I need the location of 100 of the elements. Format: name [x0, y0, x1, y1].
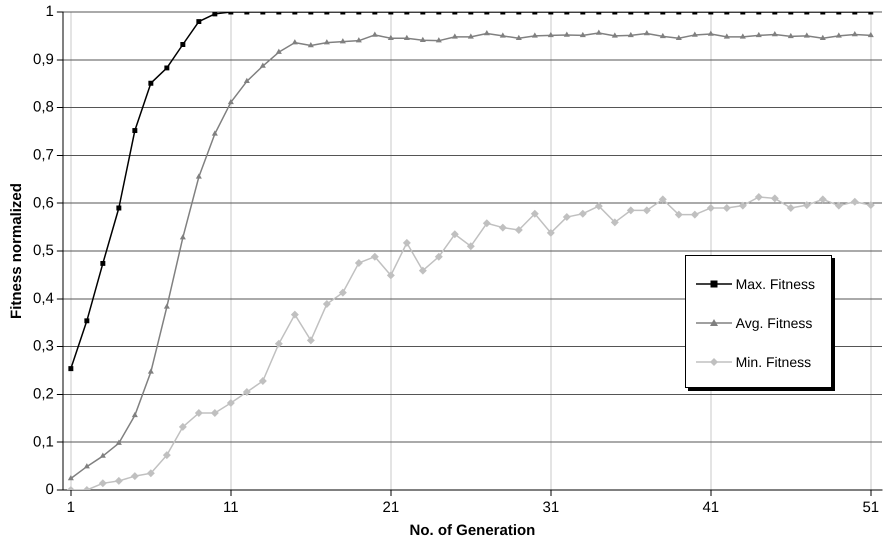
- point: [722, 204, 731, 212]
- point: [386, 271, 395, 280]
- point: [100, 452, 106, 458]
- point: [850, 198, 859, 206]
- point: [148, 368, 154, 374]
- point: [674, 210, 683, 219]
- point: [836, 32, 842, 38]
- point: [548, 32, 554, 38]
- point: [356, 37, 362, 42]
- point: [754, 192, 763, 201]
- point: [68, 475, 74, 480]
- y-axis-title: Fitness normalized: [8, 183, 26, 319]
- point: [642, 206, 651, 214]
- point: [196, 173, 202, 179]
- point: [340, 38, 346, 44]
- point: [596, 30, 602, 35]
- point: [322, 300, 331, 308]
- legend-label: Max. Fitness: [736, 276, 815, 292]
- point: [610, 218, 619, 226]
- y-tick-label: 0,9: [32, 50, 54, 68]
- point: [276, 48, 282, 54]
- y-tick-label: 0,8: [32, 98, 54, 116]
- point: [196, 19, 202, 24]
- point: [402, 238, 411, 247]
- y-tick-label: 0,4: [32, 290, 54, 307]
- point: [818, 195, 827, 204]
- point: [434, 252, 443, 261]
- point: [468, 33, 474, 39]
- point: [212, 130, 218, 136]
- point: [690, 210, 699, 219]
- x-tick-label: 41: [702, 499, 720, 516]
- point: [210, 409, 219, 418]
- point: [788, 32, 794, 38]
- point: [628, 32, 634, 38]
- point: [452, 33, 458, 39]
- point: [580, 32, 586, 38]
- x-tick-label: 11: [223, 499, 239, 516]
- point: [178, 422, 187, 431]
- point: [132, 412, 138, 418]
- point: [274, 340, 283, 348]
- point: [420, 36, 426, 42]
- point: [466, 242, 475, 250]
- point: [530, 210, 539, 218]
- y-tick-label: 0: [46, 481, 54, 498]
- point: [612, 32, 618, 38]
- point: [740, 33, 746, 39]
- point: [260, 62, 266, 68]
- y-tick-label: 0,2: [32, 386, 54, 403]
- point: [594, 202, 603, 210]
- point: [388, 34, 394, 40]
- point: [146, 469, 155, 478]
- point: [450, 230, 459, 238]
- point: [116, 440, 122, 445]
- point: [660, 32, 666, 38]
- point: [228, 98, 234, 104]
- point: [84, 463, 90, 468]
- point: [578, 210, 587, 218]
- point: [564, 31, 570, 37]
- point: [866, 201, 875, 210]
- point: [724, 33, 730, 39]
- point: [308, 42, 314, 48]
- point: [370, 252, 379, 261]
- point: [532, 32, 538, 38]
- point: [84, 318, 90, 324]
- point: [786, 204, 795, 212]
- point: [500, 32, 506, 38]
- point: [290, 310, 299, 319]
- point: [804, 32, 810, 38]
- y-tick-label: 0,6: [32, 194, 54, 212]
- point: [708, 30, 714, 36]
- point: [738, 202, 747, 210]
- point: [306, 336, 315, 344]
- y-tick-label: 0,1: [32, 433, 54, 450]
- point: [852, 30, 858, 36]
- point: [148, 80, 154, 86]
- point: [100, 260, 106, 266]
- point: [626, 206, 635, 214]
- point: [162, 451, 171, 460]
- point: [802, 201, 811, 210]
- x-tick-label: 51: [862, 499, 880, 516]
- point: [354, 258, 363, 267]
- point: [164, 303, 170, 309]
- point: [212, 12, 218, 16]
- point: [292, 39, 298, 44]
- point: [772, 30, 778, 36]
- y-tick-label: 0,7: [32, 146, 54, 164]
- point: [546, 228, 555, 237]
- point: [692, 31, 698, 37]
- point: [706, 204, 715, 212]
- point: [404, 34, 410, 40]
- point: [770, 194, 779, 202]
- point: [516, 34, 522, 40]
- x-tick-label: 31: [542, 499, 560, 516]
- point: [482, 219, 491, 228]
- point: [324, 39, 330, 44]
- point: [820, 34, 826, 40]
- point: [868, 32, 874, 38]
- point: [244, 78, 250, 84]
- point: [164, 65, 170, 70]
- point: [180, 42, 186, 47]
